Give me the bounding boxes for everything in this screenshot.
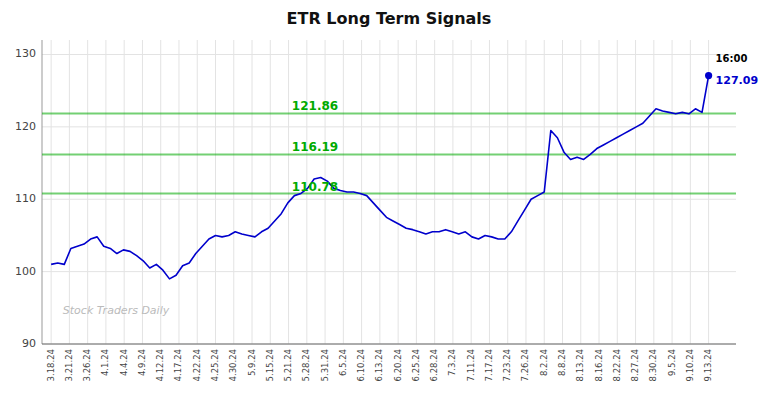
title: ETR Long Term Signals: [287, 9, 492, 28]
last-point: [705, 72, 712, 79]
x-tick-label: 3.21.24: [64, 349, 74, 381]
x-tick-label: 4.1.24: [100, 349, 110, 376]
reference-label: 116.19: [292, 140, 338, 154]
x-grid-line: [361, 40, 362, 344]
x-grid-line: [489, 40, 490, 344]
x-tick-label: 7.23.24: [502, 349, 512, 381]
x-grid-line: [142, 40, 143, 344]
x-tick-label: 5.15.24: [265, 349, 275, 381]
x-grid-line: [580, 40, 581, 344]
x-grid-line: [215, 40, 216, 344]
x-grid-line: [525, 40, 526, 344]
x-tick-label: 8.13.24: [575, 349, 585, 381]
x-grid-line: [471, 40, 472, 344]
y-grid-line: [42, 344, 736, 345]
reference-line: [42, 193, 736, 195]
y-tick-label: 110: [15, 192, 36, 205]
x-grid-line: [599, 40, 600, 344]
x-tick-label: 3.26.24: [82, 349, 92, 381]
x-tick-label: 3.18.24: [46, 349, 56, 381]
y-tick-label: 100: [15, 265, 36, 278]
x-tick-label: 5.21.24: [283, 349, 293, 381]
x-grid-line: [252, 40, 253, 344]
x-grid-line: [635, 40, 636, 344]
last-time-label: 16:00: [716, 53, 748, 64]
x-tick-label: 6.28.24: [429, 349, 439, 381]
x-tick-label: 9.10.24: [685, 349, 695, 381]
x-tick-label: 8.16.24: [594, 349, 604, 381]
plot-area: [42, 72, 736, 279]
x-tick-label: 6.10.24: [356, 349, 366, 381]
x-grid-line: [416, 40, 417, 344]
y-grid-line: [42, 271, 736, 272]
y-grid-line: [42, 126, 736, 127]
x-grid-line: [288, 40, 289, 344]
x-tick-label: 5.28.24: [301, 349, 311, 381]
x-tick-label: 7.17.24: [484, 349, 494, 381]
x-tick-label: 4.12.24: [155, 349, 165, 381]
grid: [42, 40, 736, 344]
x-grid-line: [233, 40, 234, 344]
x-grid-line: [178, 40, 179, 344]
reference-line: [42, 112, 736, 114]
x-tick-label: 4.30.24: [228, 349, 238, 381]
y-tick-label: 120: [15, 120, 36, 133]
x-tick-label: 6.25.24: [411, 349, 421, 381]
x-grid-line: [507, 40, 508, 344]
x-tick-label: 7.26.24: [520, 349, 530, 381]
x-grid-line: [69, 40, 70, 344]
x-grid-line: [708, 40, 709, 344]
x-grid-line: [379, 40, 380, 344]
x-grid-line: [672, 40, 673, 344]
watermark: Stock Traders Daily: [63, 304, 170, 317]
y-tick-label: 130: [15, 47, 36, 60]
x-tick-label: 5.9.24: [247, 349, 257, 376]
x-tick-label: 9.13.24: [703, 349, 713, 381]
x-tick-label: 4.17.24: [173, 349, 183, 381]
reference-line: [42, 153, 736, 155]
price-line: [51, 76, 708, 279]
last-price-label: 127.09: [716, 74, 758, 87]
y-grid-line: [42, 54, 736, 55]
x-grid-line: [690, 40, 691, 344]
x-grid-line: [124, 40, 125, 344]
x-tick-label: 9.5.24: [667, 349, 677, 376]
x-tick-label: 8.27.24: [630, 349, 640, 381]
x-axis-line: [42, 344, 736, 345]
x-grid-line: [617, 40, 618, 344]
reference-label: 110.78: [292, 180, 338, 194]
x-grid-line: [270, 40, 271, 344]
x-tick-label: 7.11.24: [466, 349, 476, 381]
x-tick-label: 5.31.24: [320, 349, 330, 381]
y-grid-line: [42, 199, 736, 200]
x-grid-line: [562, 40, 563, 344]
y-tick-label: 90: [22, 337, 36, 350]
x-grid-line: [452, 40, 453, 344]
x-grid-line: [160, 40, 161, 344]
x-tick-label: 8.8.24: [557, 349, 567, 376]
x-grid-line: [197, 40, 198, 344]
x-tick-label: 4.25.24: [210, 349, 220, 381]
x-tick-label: 6.13.24: [374, 349, 384, 381]
x-grid-line: [87, 40, 88, 344]
reference-label: 121.86: [292, 99, 338, 113]
x-grid-line: [398, 40, 399, 344]
x-tick-label: 6.20.24: [393, 349, 403, 381]
x-tick-label: 8.2.24: [539, 349, 549, 376]
chart: 90 100 110 120 130 3.18.24 3.21.24 3.26.24 4.1.2…: [0, 0, 784, 398]
x-tick-label: 4.22.24: [192, 349, 202, 381]
y-axis-line: [42, 40, 43, 344]
x-grid-line: [51, 40, 52, 344]
x-grid-line: [434, 40, 435, 344]
x-tick-label: 7.3.24: [447, 349, 457, 376]
x-tick-label: 8.22.24: [612, 349, 622, 381]
x-tick-label: 4.4.24: [119, 349, 129, 376]
x-tick-label: 4.9.24: [137, 349, 147, 376]
x-grid-line: [105, 40, 106, 344]
x-tick-label: 6.5.24: [338, 349, 348, 376]
x-grid-line: [653, 40, 654, 344]
x-tick-label: 8.30.24: [648, 349, 658, 381]
